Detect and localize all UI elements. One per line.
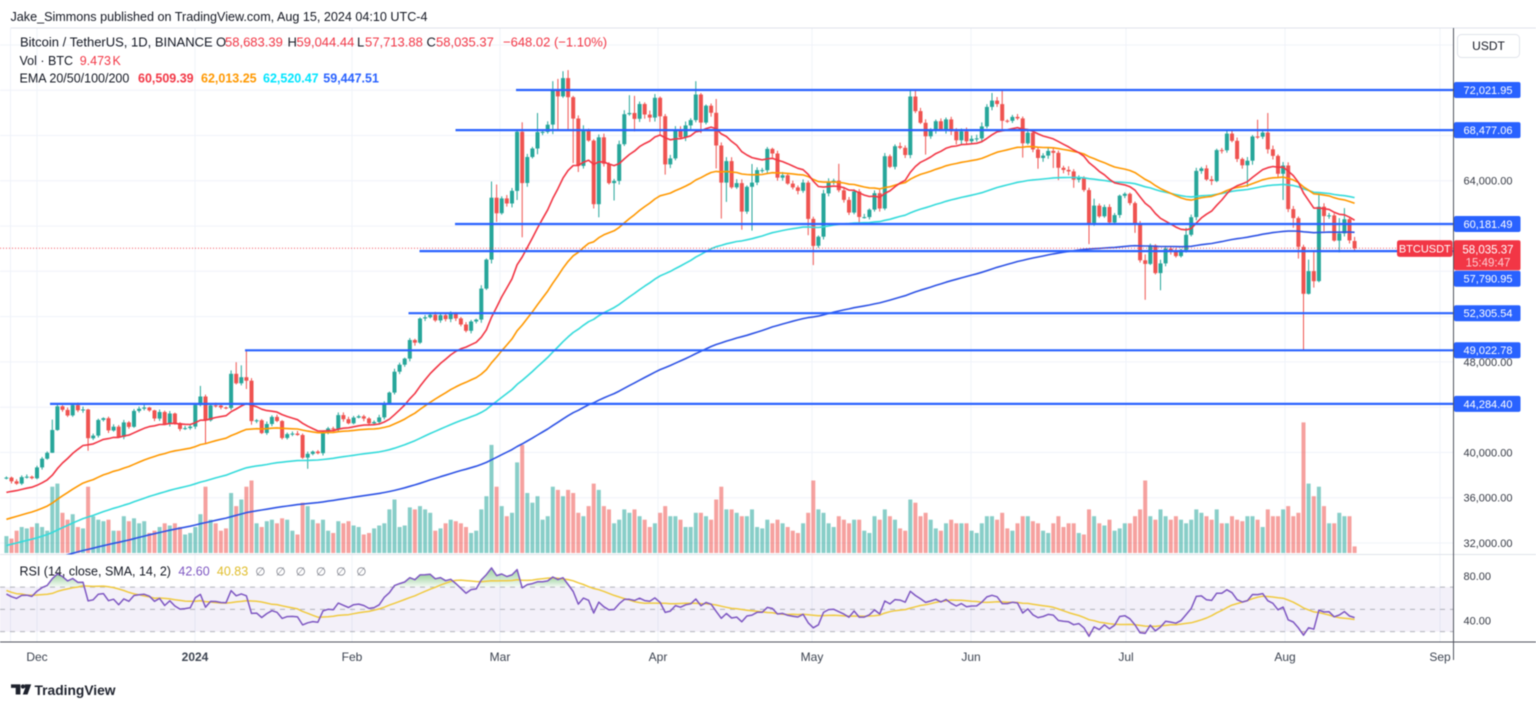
svg-text:15:49:47: 15:49:47	[1466, 258, 1511, 270]
svg-text:O: O	[216, 35, 226, 50]
svg-text:68,477.06: 68,477.06	[1464, 125, 1513, 137]
svg-text:Bitcoin / TetherUS, 1D, BINANC: Bitcoin / TetherUS, 1D, BINANCE	[20, 35, 213, 50]
svg-text:BTCUSDT: BTCUSDT	[1399, 244, 1451, 256]
svg-text:48,000.00: 48,000.00	[1464, 357, 1513, 369]
svg-text:EMA 20/50/100/200: EMA 20/50/100/200	[20, 72, 130, 86]
svg-text:58,035.37: 58,035.37	[436, 35, 494, 50]
svg-text:62,013.25: 62,013.25	[201, 72, 257, 86]
svg-text:72,021.95: 72,021.95	[1464, 85, 1513, 97]
svg-text:∅: ∅	[316, 566, 326, 578]
svg-text:∅: ∅	[356, 566, 366, 578]
svg-text:57,713.88: 57,713.88	[365, 35, 423, 50]
svg-text:Apr: Apr	[649, 650, 668, 664]
svg-text:∅: ∅	[296, 566, 306, 578]
svg-text:64,000.00: 64,000.00	[1464, 176, 1513, 188]
svg-text:60,509.39: 60,509.39	[138, 72, 194, 86]
svg-text:40,000.00: 40,000.00	[1464, 447, 1513, 459]
svg-text:2024: 2024	[182, 650, 209, 664]
svg-text:36,000.00: 36,000.00	[1464, 493, 1513, 505]
svg-text:Jul: Jul	[1118, 650, 1133, 664]
svg-text:Jun: Jun	[961, 650, 980, 664]
svg-text:32,000.00: 32,000.00	[1464, 538, 1513, 550]
svg-text:C: C	[427, 35, 436, 50]
svg-text:49,022.78: 49,022.78	[1464, 345, 1513, 357]
svg-text:42.60: 42.60	[178, 564, 209, 578]
svg-text:∅: ∅	[336, 566, 346, 578]
svg-text:40.83: 40.83	[217, 564, 248, 578]
svg-text:TradingView: TradingView	[35, 683, 116, 698]
svg-text:60,181.49: 60,181.49	[1464, 219, 1513, 231]
svg-text:H: H	[288, 35, 297, 50]
svg-text:Jake_Simmons published on Trad: Jake_Simmons published on TradingView.co…	[11, 10, 428, 24]
svg-text:58,683.39: 58,683.39	[225, 35, 283, 50]
svg-text:80.00: 80.00	[1464, 571, 1492, 583]
svg-text:Sep: Sep	[1429, 650, 1451, 664]
svg-text:58,035.37: 58,035.37	[1462, 245, 1513, 257]
svg-text:9.473: 9.473	[80, 54, 111, 68]
svg-text:L: L	[357, 35, 364, 50]
svg-text:K: K	[113, 54, 122, 68]
svg-text:Vol · BTC: Vol · BTC	[20, 54, 74, 68]
svg-text:∅: ∅	[276, 566, 286, 578]
svg-text:Mar: Mar	[490, 650, 511, 664]
svg-text:Feb: Feb	[342, 650, 363, 664]
svg-text:May: May	[801, 650, 824, 664]
svg-text:62,520.47: 62,520.47	[263, 72, 319, 86]
svg-text:Aug: Aug	[1274, 650, 1295, 664]
svg-text:59,044.44: 59,044.44	[297, 35, 355, 50]
svg-text:Dec: Dec	[26, 650, 47, 664]
svg-text:40.00: 40.00	[1464, 615, 1492, 627]
svg-text:∅: ∅	[255, 566, 265, 578]
svg-text:52,305.54: 52,305.54	[1464, 308, 1513, 320]
svg-text:59,447.51: 59,447.51	[323, 72, 379, 86]
svg-text:RSI (14, close, SMA, 14, 2): RSI (14, close, SMA, 14, 2)	[20, 564, 171, 578]
svg-text:44,284.40: 44,284.40	[1464, 399, 1513, 411]
svg-text:USDT: USDT	[1472, 39, 1505, 53]
svg-text:−648.02 (−1.10%): −648.02 (−1.10%)	[503, 35, 607, 50]
svg-text:57,790.95: 57,790.95	[1464, 274, 1513, 286]
